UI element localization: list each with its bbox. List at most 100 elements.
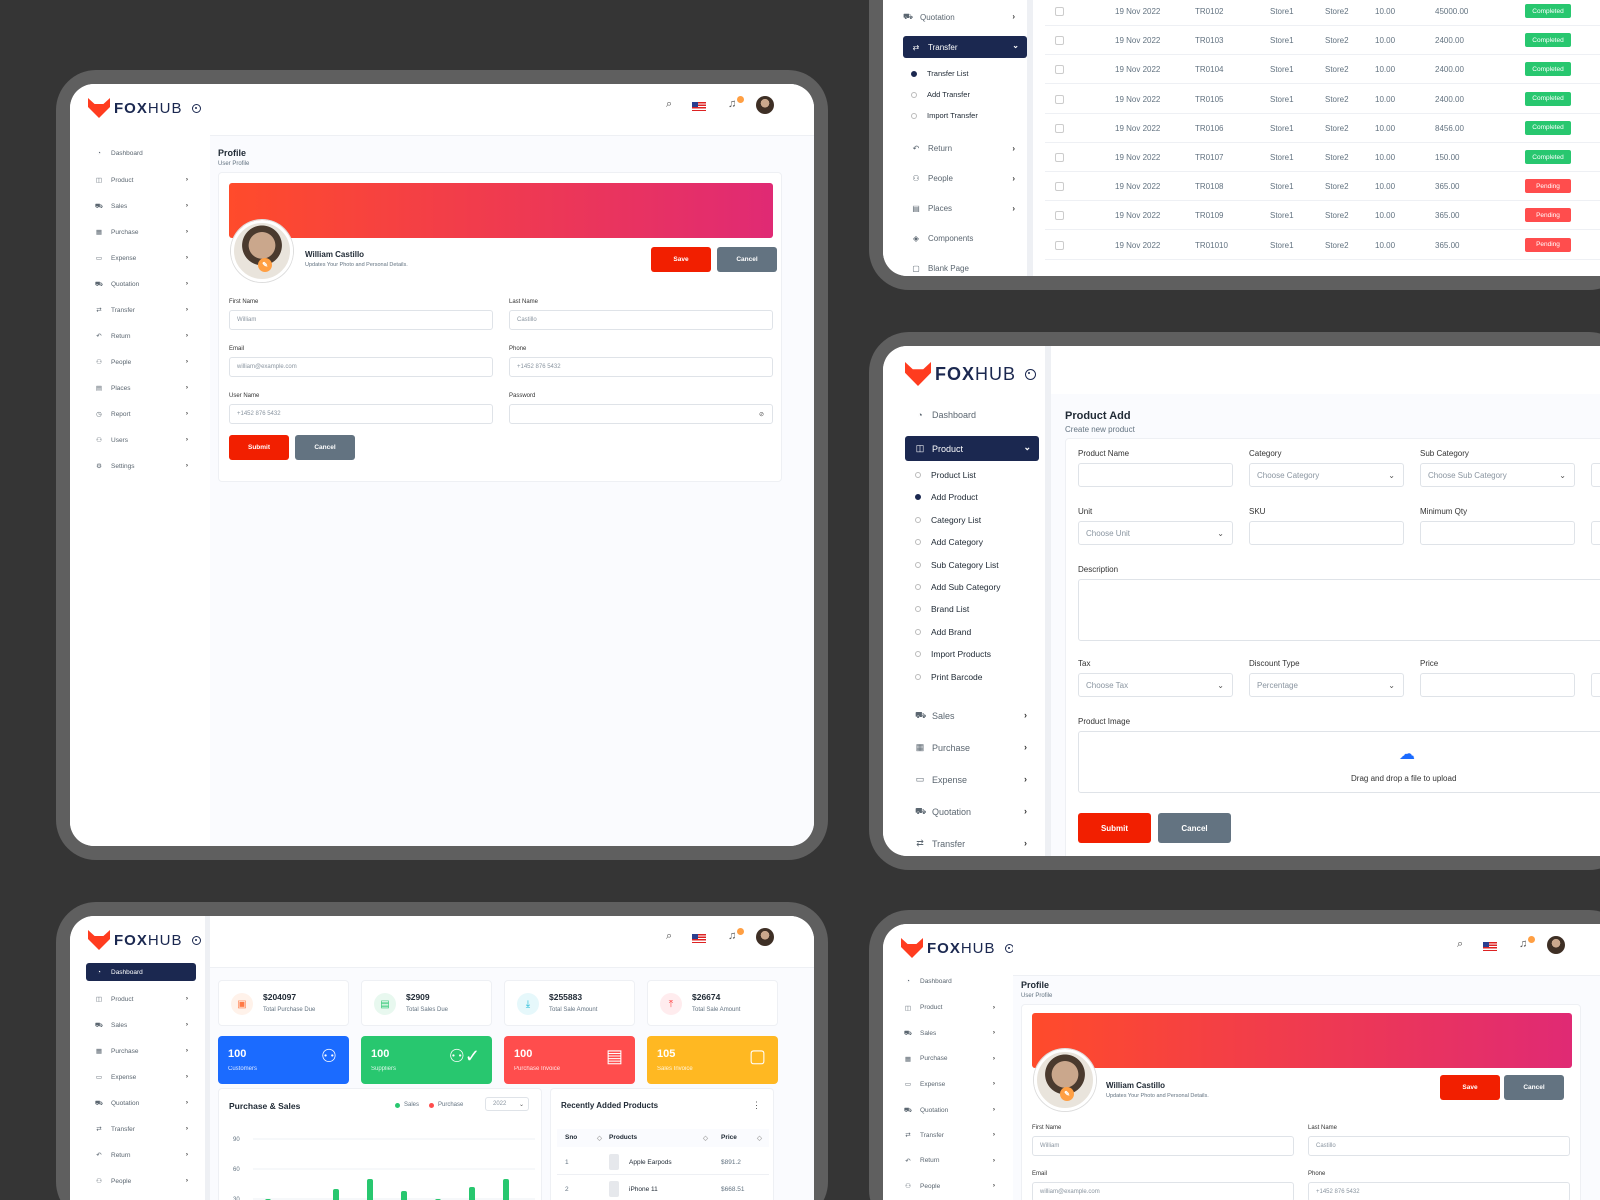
sidebar-item-transfer[interactable]: ⇄ Transfer ⌄ [903, 36, 1027, 58]
discount-type-select[interactable]: Percentage ⌄ [1249, 673, 1404, 697]
avatar[interactable] [756, 928, 774, 946]
product-name-field[interactable] [1078, 463, 1233, 487]
brand-field-partial[interactable] [1591, 463, 1600, 487]
submenu-item[interactable]: Transfer List [911, 69, 968, 78]
table-row[interactable]: 19 Nov 2022 TR01010 Store1 Store2 10.00 365.0… [1045, 231, 1600, 260]
year-select[interactable]: 2022 ⌄ [485, 1097, 529, 1111]
count-card[interactable]: 100 Suppliers ⚇✓ [361, 1036, 492, 1084]
sidebar-item-sales[interactable]: ⛟ Sales › [94, 202, 188, 211]
cancel-form-button[interactable]: Cancel [295, 435, 355, 460]
submenu-item[interactable]: Sub Category List [915, 560, 999, 570]
sidebar-item-transfer[interactable]: ⇄ Transfer › [94, 306, 188, 314]
edit-photo-icon[interactable]: ✎ [258, 258, 272, 272]
profile-photo[interactable] [1034, 1049, 1096, 1111]
more-vertical-icon[interactable]: ⋮ [752, 1100, 761, 1110]
sidebar-item-purchase[interactable]: ▦ Purchase › [915, 742, 1027, 753]
last-name-field[interactable]: Castillo [1308, 1136, 1570, 1156]
sidebar-item-quotation[interactable]: ⛟ Quotation › [915, 806, 1027, 817]
sidebar-item-return[interactable]: ↶ Return › [903, 1157, 995, 1165]
submenu-item[interactable]: Add Category [915, 537, 983, 547]
edit-photo-icon[interactable]: ✎ [1060, 1087, 1074, 1101]
bell-icon[interactable]: ♫ [728, 930, 737, 942]
sales-bar[interactable] [503, 1179, 509, 1200]
save-button[interactable]: Save [651, 247, 711, 272]
submenu-item[interactable]: Print Barcode [915, 672, 983, 682]
phone-field[interactable]: +1452 876 5432 [509, 357, 773, 377]
sidebar-item-sales[interactable]: ⛟ Sales › [94, 1021, 188, 1030]
image-upload-dropzone[interactable]: ☁ Drag and drop a file to upload [1078, 731, 1600, 793]
sidebar-item-sales[interactable]: ⛟ Sales › [903, 1029, 995, 1038]
status-field-partial[interactable] [1591, 673, 1600, 697]
table-row[interactable]: 19 Nov 2022 TR0108 Store1 Store2 10.00 365.00… [1045, 172, 1600, 202]
sidebar-item-purchase[interactable]: ▦ Purchase › [94, 228, 188, 236]
submenu-item[interactable]: Brand List [915, 604, 969, 614]
email-field[interactable]: william@example.com [229, 357, 493, 377]
count-card[interactable]: 100 Purchase Invoice ▤ [504, 1036, 635, 1084]
sidebar-item-dashboard[interactable]: ◔ Dashboard [94, 150, 188, 157]
phone-field[interactable]: +1452 876 5432 [1308, 1182, 1570, 1200]
eye-off-icon[interactable]: ⊘ [758, 411, 764, 418]
sort-icon[interactable]: ◇ [597, 1135, 602, 1142]
row-checkbox[interactable] [1055, 123, 1064, 133]
sidebar-item-return[interactable]: ↶ Return › [94, 1151, 188, 1159]
sales-bar[interactable] [333, 1189, 339, 1200]
sidebar-toggle-icon[interactable] [191, 103, 201, 113]
sidebar-item-transfer[interactable]: ⇄ Transfer › [903, 1131, 995, 1139]
table-row[interactable]: 1 Apple Earpods $891.2 [557, 1149, 769, 1175]
search-icon[interactable]: ⌕ [666, 98, 673, 110]
bell-icon[interactable]: ♫ [728, 98, 737, 110]
sidebar-toggle-icon[interactable] [1025, 368, 1037, 380]
first-name-field[interactable]: William [1032, 1136, 1294, 1156]
row-checkbox[interactable] [1055, 94, 1064, 104]
sales-bar[interactable] [469, 1187, 475, 1200]
sidebar-item-product[interactable]: ◫ Product › [94, 176, 188, 184]
sidebar-item-people[interactable]: ⚇ People › [903, 1182, 995, 1190]
tax-select[interactable]: Choose Tax ⌄ [1078, 673, 1233, 697]
sidebar-item-expense[interactable]: ▭ Expense › [915, 774, 1027, 785]
sidebar-item-places[interactable]: ▤ Places › [912, 204, 1015, 213]
row-checkbox[interactable] [1055, 153, 1064, 162]
sidebar-item-people[interactable]: ⚇ People › [912, 174, 1015, 183]
sidebar-item-users[interactable]: ⚇ Users › [94, 436, 188, 444]
profile-photo[interactable] [231, 220, 293, 282]
save-button[interactable]: Save [1440, 1075, 1500, 1100]
row-checkbox[interactable] [1055, 7, 1064, 16]
row-checkbox[interactable] [1055, 211, 1064, 221]
avatar[interactable] [756, 96, 774, 114]
last-name-field[interactable]: Castillo [509, 310, 773, 330]
sidebar-item-places[interactable]: ▤ Places › [94, 384, 188, 392]
row-checkbox[interactable] [1055, 182, 1064, 192]
sidebar-item-purchase[interactable]: ▦ Purchase › [903, 1055, 995, 1063]
table-row[interactable]: 19 Nov 2022 TR0109 Store1 Store2 10.00 365.00… [1045, 201, 1600, 231]
table-row[interactable]: 19 Nov 2022 TR0104 Store1 Store2 10.00 2400.0… [1045, 55, 1600, 85]
submit-button[interactable]: Submit [229, 435, 289, 460]
table-row[interactable]: 19 Nov 2022 TR0102 Store1 Store2 10.00 45000.… [1045, 0, 1600, 26]
sales-bar[interactable] [401, 1191, 407, 1200]
submenu-item[interactable]: Category List [915, 515, 981, 525]
sidebar-item-product[interactable]: ◫ Product › [94, 995, 188, 1003]
sales-bar[interactable] [367, 1179, 373, 1200]
username-field[interactable]: +1452 876 5432 [229, 404, 493, 424]
sidebar-item-product[interactable]: ◫ Product ⌄ [905, 436, 1039, 461]
sidebar-item-blank-page[interactable]: ▢ Blank Page [912, 264, 969, 273]
avatar[interactable] [1547, 936, 1565, 954]
sidebar-item-settings[interactable]: ⚙ Settings › [94, 462, 188, 470]
sidebar-item-dashboard[interactable]: ◔ Dashboard [86, 963, 196, 981]
sidebar-item-transfer[interactable]: ⇄ Transfer › [916, 838, 1027, 849]
sidebar-item-purchase[interactable]: ▦ Purchase › [94, 1047, 188, 1055]
sub-category-select[interactable]: Choose Sub Category ⌄ [1420, 463, 1575, 487]
sidebar-item-people[interactable]: ⚇ People › [94, 358, 188, 366]
sidebar-item-expense[interactable]: ▭ Expense › [94, 1073, 188, 1081]
sidebar-item-quotation[interactable]: ⛟ Quotation › [903, 1106, 995, 1115]
row-checkbox[interactable] [1055, 36, 1064, 46]
submenu-item[interactable]: Add Brand [915, 627, 971, 637]
price-field[interactable] [1420, 673, 1575, 697]
sidebar-item-people[interactable]: ⚇ People › [94, 1177, 188, 1185]
description-field[interactable] [1078, 579, 1600, 641]
sidebar-item-transfer[interactable]: ⇄ Transfer › [94, 1125, 188, 1133]
flag-icon[interactable] [692, 102, 706, 111]
sidebar-item-report[interactable]: ◷ Report › [94, 410, 188, 418]
sidebar-item-components[interactable]: ◈ Components [912, 234, 974, 243]
sort-icon[interactable]: ◇ [703, 1135, 708, 1142]
quantity-field-partial[interactable] [1591, 521, 1600, 545]
